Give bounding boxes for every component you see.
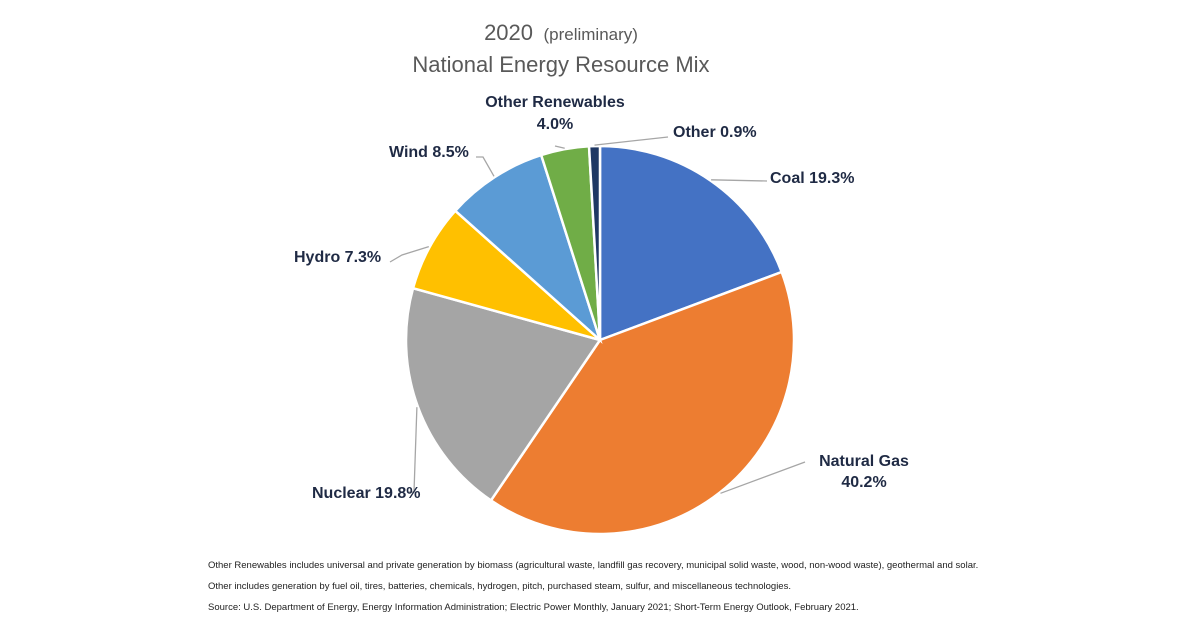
pie-chart: 2020 (preliminary) National Energy Resou… xyxy=(294,20,909,536)
slice-label-other-renewables-name: Other Renewables xyxy=(485,94,625,111)
leader-line-other-renewables xyxy=(554,145,565,149)
slice-label-natural-gas-value: 40.2% xyxy=(841,474,886,491)
leader-line-hydro xyxy=(389,245,429,263)
pie-slice-natural-gas xyxy=(489,270,796,536)
leader-line-other xyxy=(594,136,669,146)
footnote-source: Source: U.S. Department of Energy, Energ… xyxy=(208,602,859,613)
pie-slice-wind xyxy=(453,153,603,344)
pie-slice-other xyxy=(587,144,602,341)
pie-slice-coal xyxy=(598,144,784,342)
title-year: 2020 xyxy=(484,20,533,45)
footnotes: Other Renewables includes universal and … xyxy=(208,560,1188,623)
slice-label-hydro: Hydro 7.3% xyxy=(294,249,381,266)
chart-title-line1: 2020 (preliminary) xyxy=(484,20,638,45)
leader-line-natural-gas xyxy=(720,461,806,494)
slice-label-wind: Wind 8.5% xyxy=(389,144,469,161)
slice-label-nuclear: Nuclear 19.8% xyxy=(312,485,421,502)
pie-slices xyxy=(404,144,796,536)
pie-slice-nuclear xyxy=(404,286,603,503)
slice-label-natural-gas-name: Natural Gas xyxy=(819,453,909,470)
slice-label-coal: Coal 19.3% xyxy=(770,170,854,187)
slice-label-other: Other 0.9% xyxy=(673,124,757,141)
footnote-other-renewables: Other Renewables includes universal and … xyxy=(208,560,979,571)
title-qualifier: (preliminary) xyxy=(543,25,637,44)
slice-label-other-renewables-value: 4.0% xyxy=(537,116,573,133)
leader-line-wind xyxy=(476,156,495,177)
leader-line-coal xyxy=(711,179,768,182)
chart-title: National Energy Resource Mix xyxy=(412,52,709,77)
leader-lines xyxy=(389,136,806,494)
leader-line-nuclear xyxy=(408,407,418,493)
footnote-other: Other includes generation by fuel oil, t… xyxy=(208,581,791,592)
